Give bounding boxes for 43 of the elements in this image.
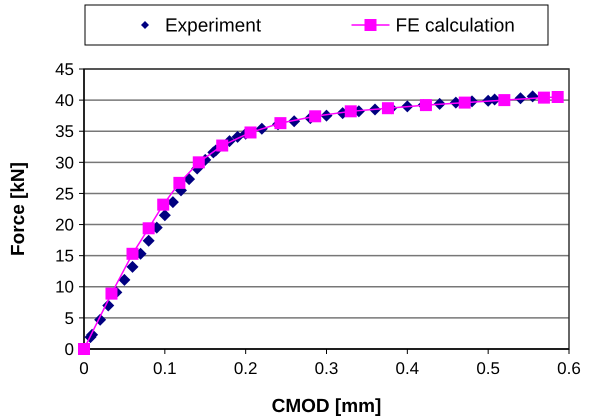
x-axis-title: CMOD [mm] xyxy=(272,396,382,417)
point xyxy=(105,288,118,300)
y-tick-label: 35 xyxy=(55,122,74,142)
x-tick-label: 0.3 xyxy=(314,359,338,378)
y-tick-label: 5 xyxy=(64,308,74,328)
point xyxy=(216,140,228,152)
x-tick-label: 0.1 xyxy=(153,359,177,378)
y-tick-label: 30 xyxy=(55,153,74,172)
point xyxy=(382,102,394,114)
point xyxy=(173,176,186,189)
x-tick-label: 0.4 xyxy=(396,359,420,378)
y-tick-label: 15 xyxy=(55,246,74,266)
point xyxy=(158,209,171,222)
point xyxy=(458,96,471,109)
y-tick-label: 20 xyxy=(55,216,74,235)
point xyxy=(552,91,564,103)
y-tick-label: 40 xyxy=(55,91,74,110)
point xyxy=(78,343,90,355)
point xyxy=(192,156,205,168)
y-axis-title: Force [kN] xyxy=(8,162,29,256)
point xyxy=(244,126,257,138)
point xyxy=(309,110,322,122)
legend-label: FE calculation xyxy=(396,16,515,37)
y-tick-label: 0 xyxy=(64,340,74,359)
point xyxy=(142,222,155,234)
point xyxy=(420,99,432,112)
point xyxy=(142,234,155,247)
point xyxy=(498,94,510,106)
y-tick-label: 45 xyxy=(55,60,74,79)
point xyxy=(118,274,130,286)
point xyxy=(126,248,138,260)
y-tick-label: 10 xyxy=(55,278,74,297)
point xyxy=(344,105,357,118)
point xyxy=(274,117,286,130)
x-tick-label: 0.5 xyxy=(476,359,500,378)
legend-label: Experiment xyxy=(165,16,262,37)
point xyxy=(538,92,550,104)
point xyxy=(157,198,170,211)
y-tick-label: 25 xyxy=(55,184,74,204)
x-tick-label: 0 xyxy=(79,359,89,378)
x-tick-label: 0.2 xyxy=(234,359,258,378)
point xyxy=(126,260,138,273)
x-tick-label: 0.6 xyxy=(557,359,581,378)
